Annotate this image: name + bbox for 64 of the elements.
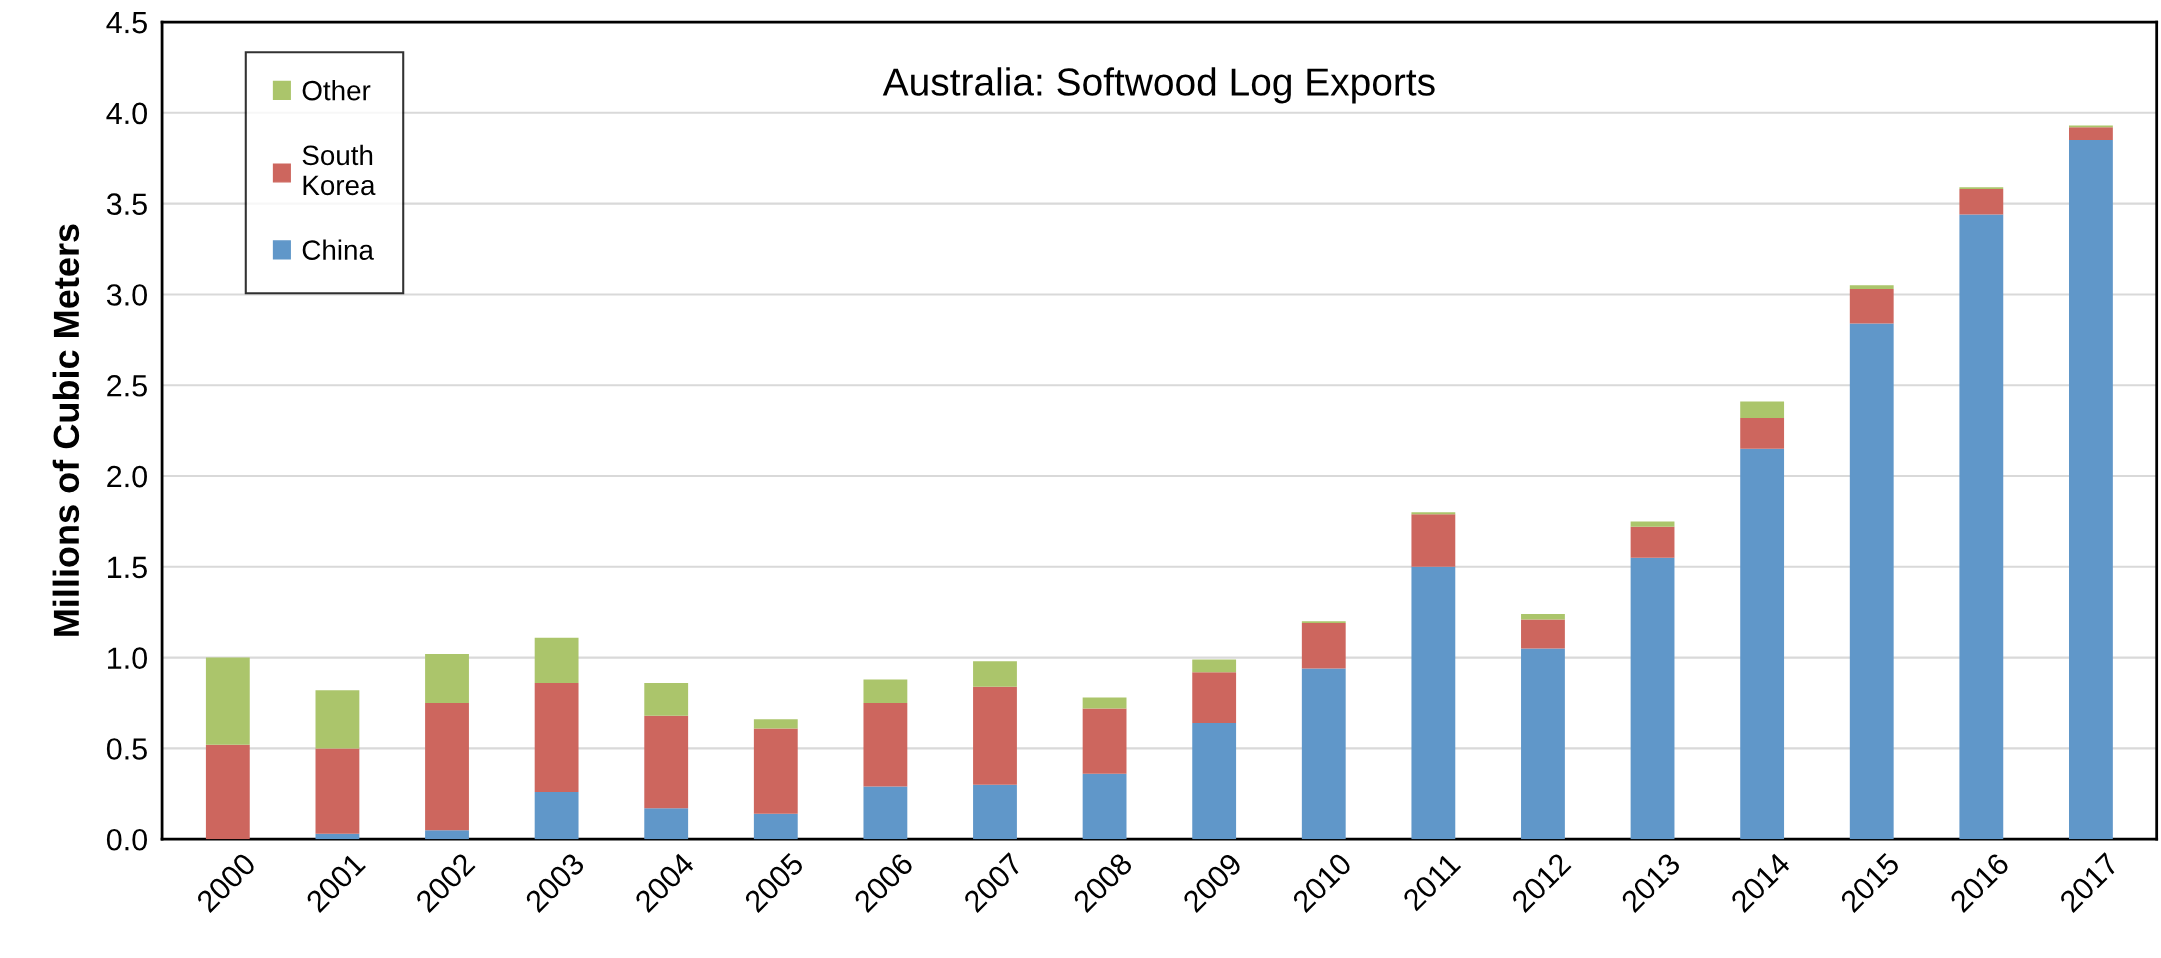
bar — [1740, 417, 1785, 449]
y-tick-label: 3.0 — [106, 284, 147, 306]
bar — [753, 813, 798, 840]
bar — [1521, 619, 1565, 649]
y-tick-label: 1.0 — [108, 647, 147, 669]
bar — [973, 784, 1017, 840]
bar — [1411, 566, 1456, 840]
y-tick-label: 1.5 — [108, 556, 147, 579]
bar — [1192, 672, 1237, 723]
bar — [1849, 288, 1894, 324]
bar — [863, 703, 908, 787]
bar — [1849, 285, 1894, 289]
bar — [425, 830, 469, 840]
bar — [1192, 659, 1237, 673]
bar — [1411, 514, 1456, 567]
bar — [1082, 773, 1127, 840]
y-tick-label: 2.5 — [107, 374, 147, 397]
bar — [205, 744, 250, 840]
bar — [534, 791, 579, 840]
y-tick-label: 4.0 — [106, 102, 147, 125]
bar — [205, 657, 250, 745]
bar — [1192, 722, 1237, 840]
y-tick-label: 0.0 — [106, 828, 147, 851]
bar — [534, 637, 579, 684]
y-tick-label: 3.5 — [106, 193, 147, 215]
bar — [973, 686, 1017, 785]
bar — [1959, 214, 2004, 840]
bar — [425, 703, 469, 831]
bar — [1082, 708, 1127, 774]
bar — [1301, 668, 1346, 840]
bar — [1630, 557, 1675, 840]
legend-label: Other — [302, 80, 371, 101]
bar — [973, 661, 1017, 687]
bar — [1630, 521, 1675, 527]
bar — [315, 748, 360, 834]
bar — [1521, 648, 1565, 840]
y-tick-label: 0.5 — [106, 738, 147, 760]
bar — [644, 808, 689, 840]
legend-label: South Korea — [302, 144, 376, 196]
bar — [1849, 323, 1894, 840]
bar — [2069, 127, 2113, 141]
y-tick-label: 4.5 — [106, 12, 147, 34]
text: Australia: Softwood Log Exports — [882, 67, 1435, 104]
bar — [753, 728, 798, 814]
bar — [1630, 526, 1675, 558]
bar — [1082, 697, 1127, 709]
bar — [2069, 140, 2113, 840]
bar — [315, 690, 360, 749]
bar — [644, 715, 689, 809]
bar — [534, 683, 579, 792]
legend-label: China — [302, 239, 374, 260]
bar — [1740, 401, 1785, 418]
bar — [1521, 614, 1565, 620]
bar — [1740, 448, 1785, 840]
y-axis-title: Millions of Cubic Meters — [52, 224, 80, 636]
bar — [644, 683, 689, 716]
bar — [753, 719, 798, 729]
bar — [863, 786, 908, 840]
bar — [1959, 189, 2004, 215]
y-tick-label: 2.0 — [107, 465, 147, 488]
bar — [425, 653, 469, 704]
bar — [315, 833, 360, 840]
bar — [863, 679, 908, 704]
bar — [1301, 623, 1346, 669]
